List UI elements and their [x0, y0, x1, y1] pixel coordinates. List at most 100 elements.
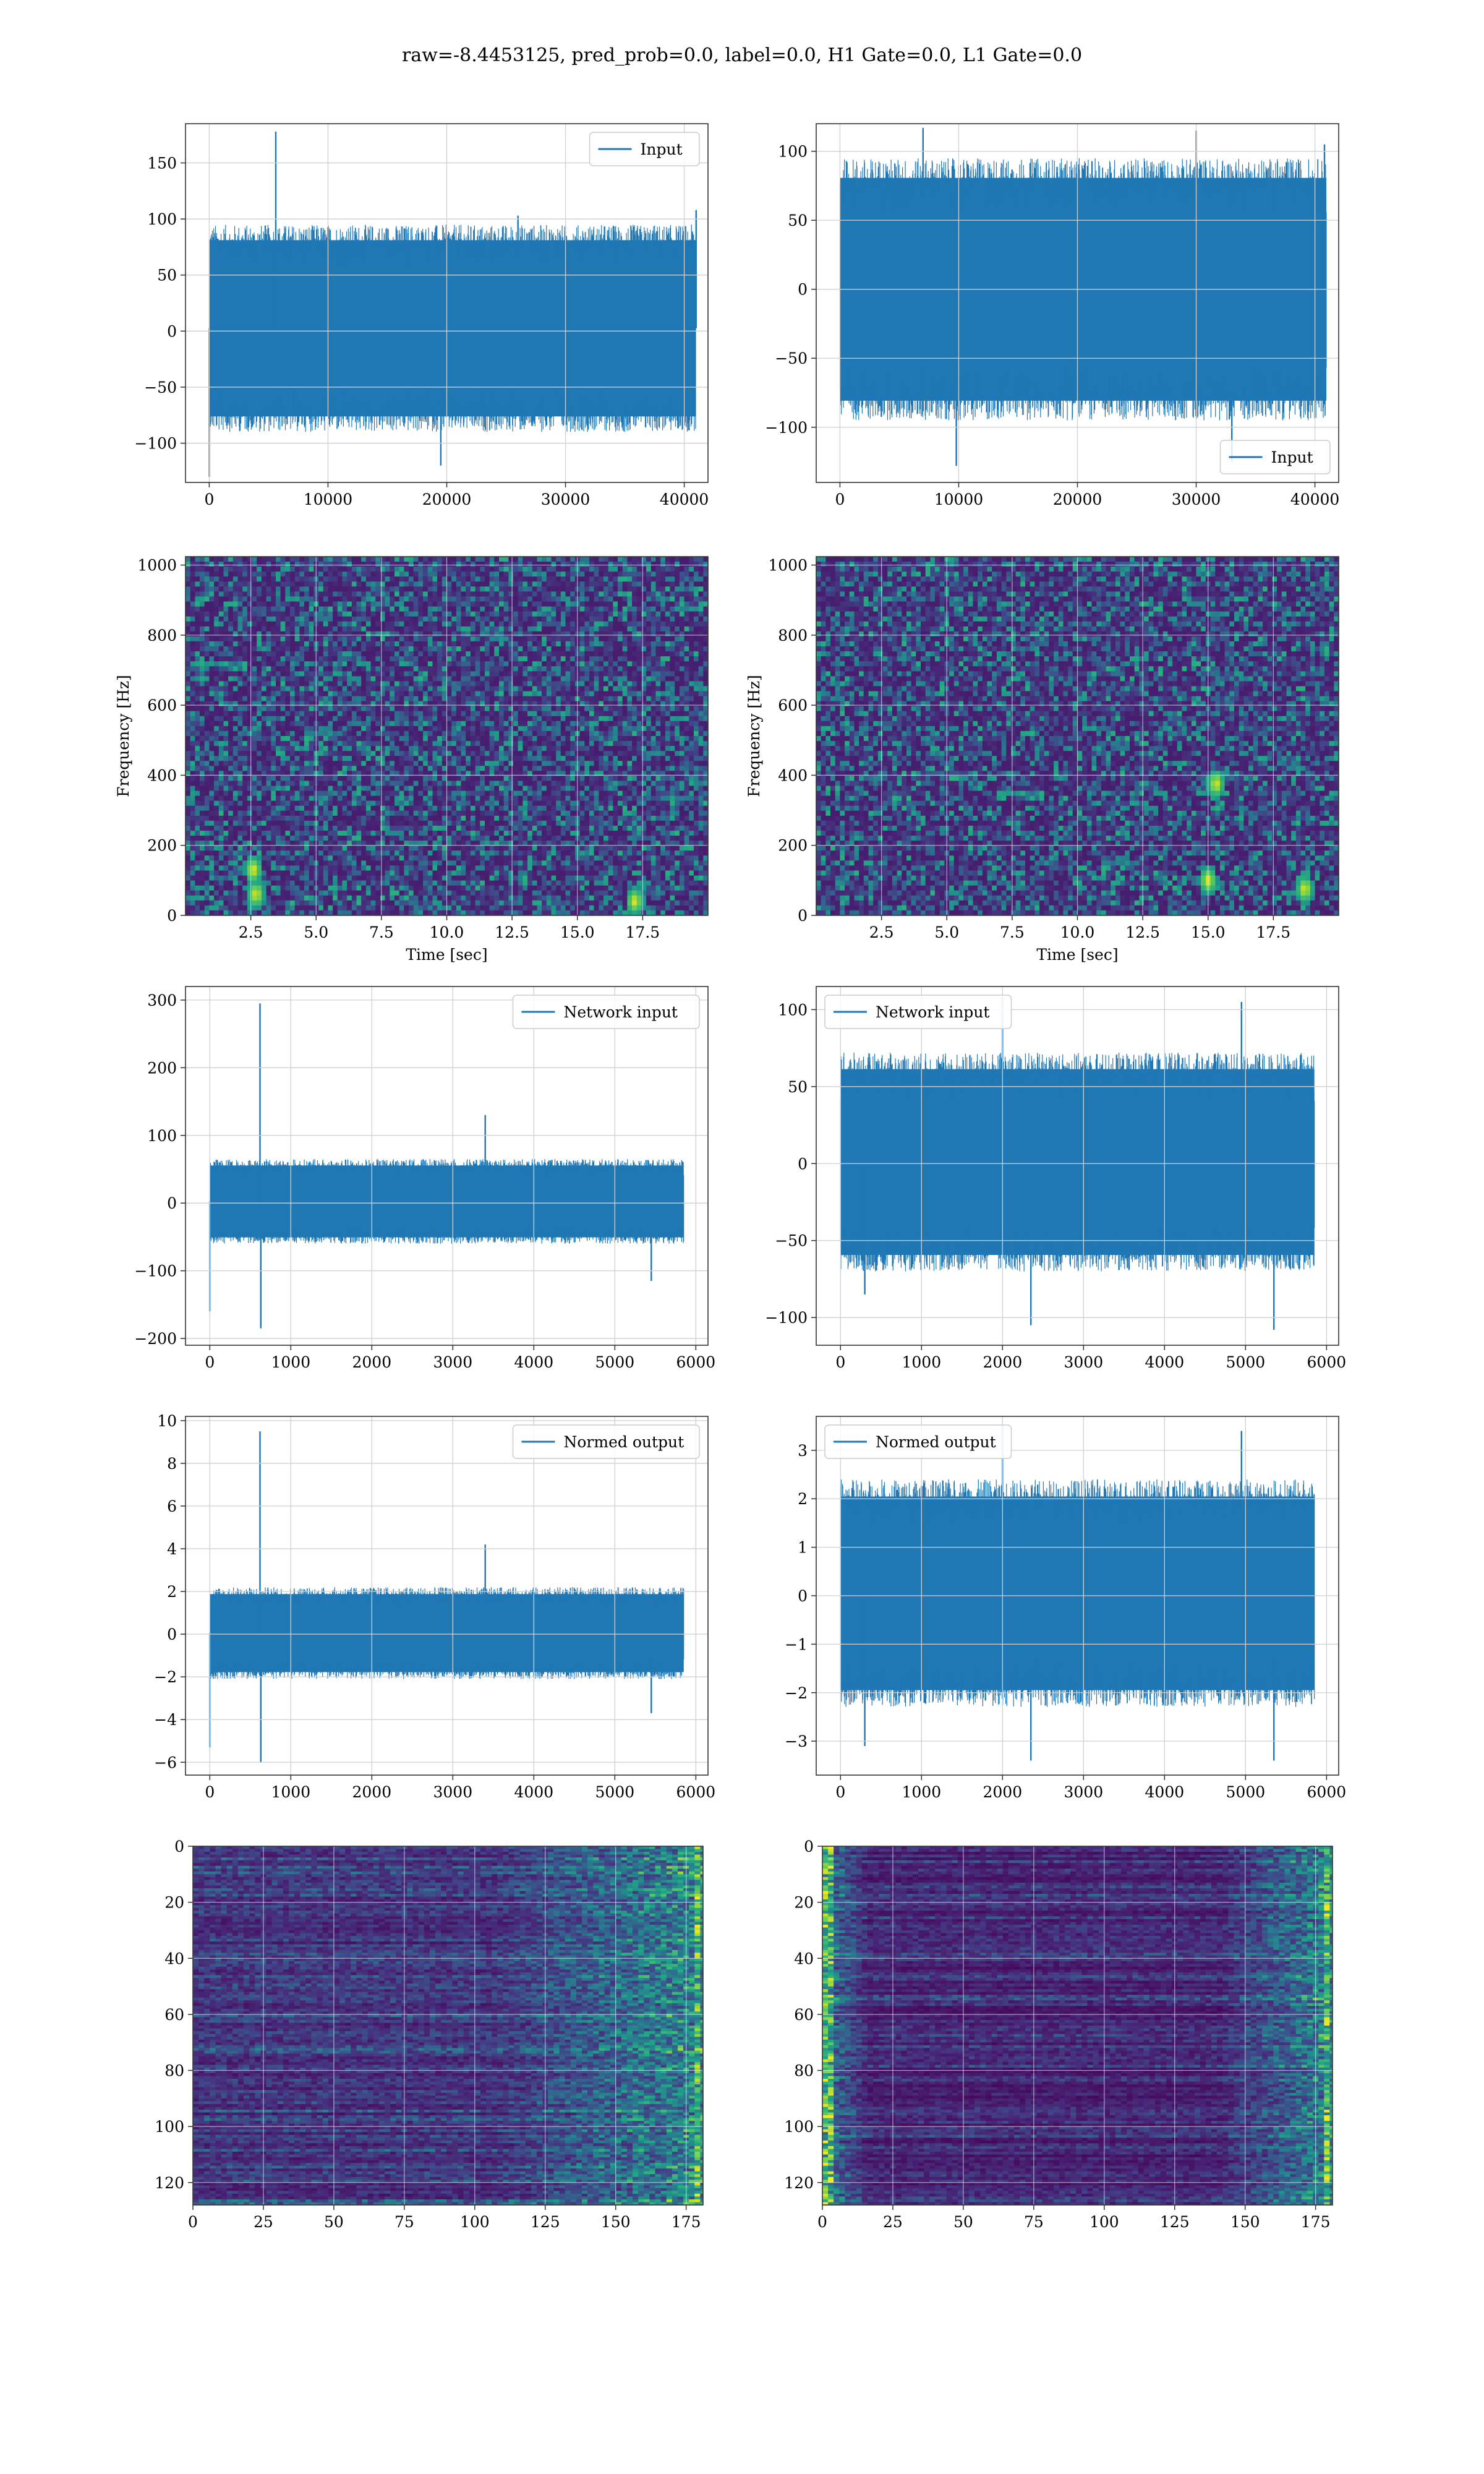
series-line: [208, 225, 696, 432]
x-tick-label: 25: [254, 2213, 273, 2231]
x-tick-label: 4000: [1145, 1353, 1185, 1371]
chart-p6: 0 1000 2000 3000 4000 5000 6000 −100 −50 0 50 100 Ne…: [765, 986, 1346, 1371]
y-tick-label: 8: [167, 1455, 177, 1473]
x-tick-label: 0: [204, 490, 214, 508]
legend-label: Network input: [564, 1003, 678, 1021]
x-tick-label: 40000: [1290, 490, 1340, 508]
x-tick-label: 75: [1024, 2213, 1044, 2231]
legend: Input: [1219, 440, 1331, 474]
y-tick-label: 400: [147, 766, 177, 784]
legend-box: [1219, 440, 1331, 474]
x-tick-label: 30000: [1172, 490, 1221, 508]
y-tick-label: 0: [167, 1194, 177, 1212]
y-tick-label: 50: [788, 212, 808, 229]
axes-frame: [185, 1416, 709, 1776]
x-tick-label: 5000: [1226, 1353, 1266, 1371]
x-tick-label: 0: [205, 1353, 215, 1371]
y-tick-label: 80: [164, 2062, 184, 2080]
x-tick-label: 50: [953, 2213, 973, 2231]
chart-p5: 0 1000 2000 3000 4000 5000 6000 −200 −100 0 100 200…: [134, 986, 716, 1371]
y-tick-label: 150: [147, 154, 177, 172]
series-line: [840, 1053, 1315, 1272]
x-tick-label: 6000: [676, 1783, 716, 1801]
y-tick-label: 200: [147, 837, 177, 855]
y-tick-label: 100: [155, 2118, 184, 2136]
y-tick-label: 100: [147, 210, 177, 228]
chart-p1: 0 10000 20000 30000 40000 −100 −50 0 50 100 150 Inp…: [134, 123, 709, 508]
y-tick-label: 600: [778, 696, 808, 714]
y-tick-label: −6: [154, 1753, 177, 1771]
y-tick-label: 400: [778, 766, 808, 784]
chart-p10: 0 25 50 75 100 125 150 175 0 20 40 60 80 100 120: [784, 1838, 1333, 2231]
y-tick-label: 0: [798, 1587, 808, 1605]
x-tick-label: 5.0: [934, 923, 959, 941]
y-tick-label: −50: [775, 349, 808, 367]
chart-p4: 2.5 5.0 7.5 10.0 12.5 15.0 17.5 0 200 400 600 800 10…: [745, 556, 1339, 964]
grid: [822, 1846, 1333, 2205]
legend-box: [589, 132, 700, 166]
y-tick-label: 100: [778, 143, 808, 161]
y-tick-label: 6: [167, 1497, 177, 1515]
chart-p3: 2.5 5.0 7.5 10.0 12.5 15.0 17.5 0 200 400 600 800 10…: [114, 556, 709, 964]
y-tick-label: 2: [167, 1583, 177, 1601]
y-tick-label: 0: [167, 1625, 177, 1643]
y-tick-label: −2: [154, 1668, 177, 1686]
y-tick-label: 60: [164, 2006, 184, 2024]
y-tick-label: −3: [785, 1732, 808, 1750]
y-tick-label: 50: [788, 1078, 808, 1096]
chart-p2: 0 10000 20000 30000 40000 −100 −50 0 50 100 Input: [765, 123, 1340, 508]
y-tick-label: 200: [147, 1059, 177, 1077]
x-tick-label: 50: [324, 2213, 344, 2231]
x-tick-label: 2000: [983, 1353, 1023, 1371]
x-tick-label: 4000: [1145, 1783, 1185, 1801]
x-tick-label: 17.5: [626, 923, 660, 941]
legend-box: [824, 995, 1012, 1029]
grid: [186, 124, 708, 482]
y-tick-label: 0: [167, 322, 177, 340]
heatmap-image: [186, 557, 708, 915]
x-tick-label: 2000: [983, 1783, 1023, 1801]
chart-p8: 0 1000 2000 3000 4000 5000 6000 −3 −2 −1 0 1 2 3 Norme…: [785, 1416, 1346, 1801]
y-tick-label: −100: [134, 1262, 177, 1280]
legend: Normed output: [824, 1424, 1012, 1459]
y-tick-label: −200: [134, 1330, 177, 1348]
y-tick-label: 40: [164, 1950, 184, 1967]
x-tick-label: 12.5: [495, 923, 529, 941]
x-tick-label: 12.5: [1125, 923, 1160, 941]
axes-frame: [822, 1846, 1333, 2206]
y-tick-label: −100: [134, 435, 177, 453]
y-tick-label: 300: [147, 991, 177, 1009]
y-tick-label: 800: [147, 627, 177, 644]
x-tick-label: 3000: [1064, 1353, 1104, 1371]
x-tick-label: 17.5: [1256, 923, 1291, 941]
x-tick-label: 1000: [902, 1353, 941, 1371]
y-tick-label: 100: [784, 2118, 814, 2136]
y-tick-label: 3: [798, 1442, 808, 1460]
y-tick-label: 4: [167, 1540, 177, 1558]
y-tick-label: 0: [798, 1155, 808, 1173]
x-tick-label: 5000: [595, 1353, 635, 1371]
grid: [186, 557, 708, 915]
legend-label: Network input: [876, 1003, 989, 1021]
grid: [816, 124, 1339, 482]
legend-label: Normed output: [564, 1433, 684, 1451]
y-tick-label: 200: [778, 837, 808, 855]
y-axis-label: Frequency [Hz]: [745, 675, 763, 797]
y-tick-label: 0: [167, 907, 177, 925]
x-tick-label: 6000: [676, 1353, 716, 1371]
legend: Network input: [512, 995, 700, 1029]
x-tick-label: 4000: [514, 1783, 554, 1801]
legend-box: [824, 1424, 1012, 1459]
y-tick-label: −50: [775, 1232, 808, 1250]
y-tick-label: 120: [784, 2174, 814, 2192]
x-tick-label: 3000: [433, 1353, 473, 1371]
y-tick-label: 600: [147, 696, 177, 714]
x-tick-label: 0: [817, 2213, 827, 2231]
y-tick-label: 40: [794, 1950, 814, 1967]
x-tick-label: 3000: [433, 1783, 473, 1801]
x-tick-label: 175: [1301, 2213, 1331, 2231]
x-tick-label: 1000: [902, 1783, 941, 1801]
x-tick-label: 15.0: [1191, 923, 1226, 941]
y-tick-label: 60: [794, 2006, 814, 2024]
